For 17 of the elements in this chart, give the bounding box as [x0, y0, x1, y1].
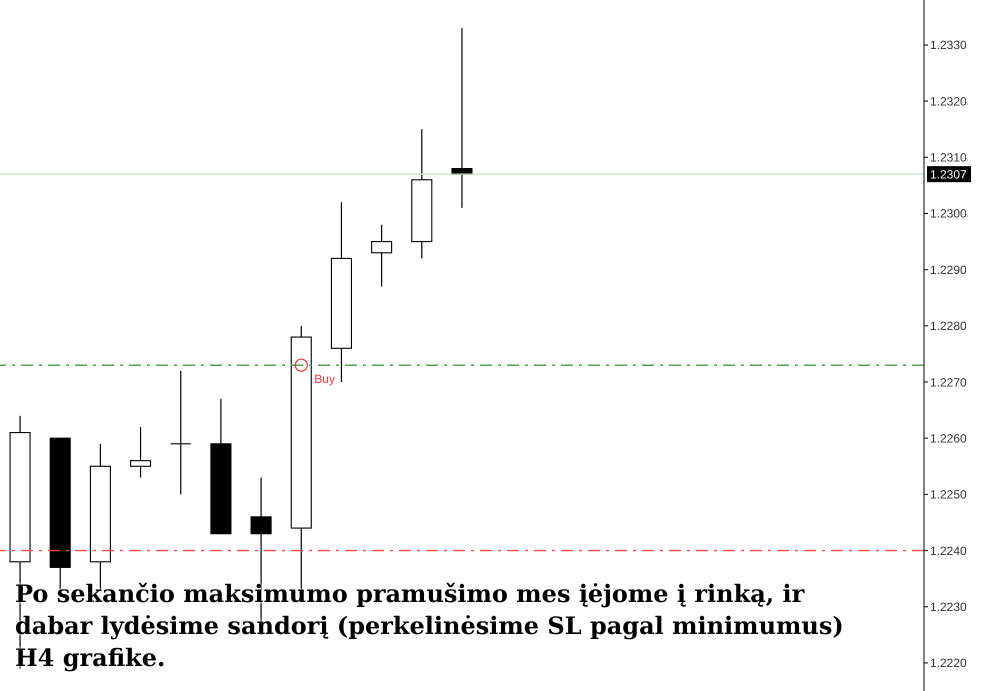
ref-line-label: 1.2307	[930, 168, 968, 182]
y-tick-label: 1.2330	[930, 38, 968, 52]
y-tick-label: 1.2300	[930, 206, 968, 221]
y-tick-label: 1.2250	[930, 488, 968, 502]
y-tick-label: 1.2230	[930, 600, 968, 614]
candlestick	[170, 370, 192, 495]
y-tick-label: 1.2280	[930, 319, 968, 334]
y-tick-label: 1.2240	[930, 544, 968, 558]
candlestick	[130, 426, 152, 478]
y-tick-label: 1.2220	[930, 656, 968, 670]
y-tick-label: 1.2260	[930, 431, 968, 446]
y-tick-label: 1.2290	[930, 262, 968, 277]
y-tick-label: 1.2310	[930, 150, 968, 165]
series-label: Buy	[314, 372, 335, 386]
y-tick-label: 1.2270	[930, 375, 968, 390]
y-tick-label: 1.2320	[930, 94, 968, 108]
candlestick	[371, 224, 392, 288]
